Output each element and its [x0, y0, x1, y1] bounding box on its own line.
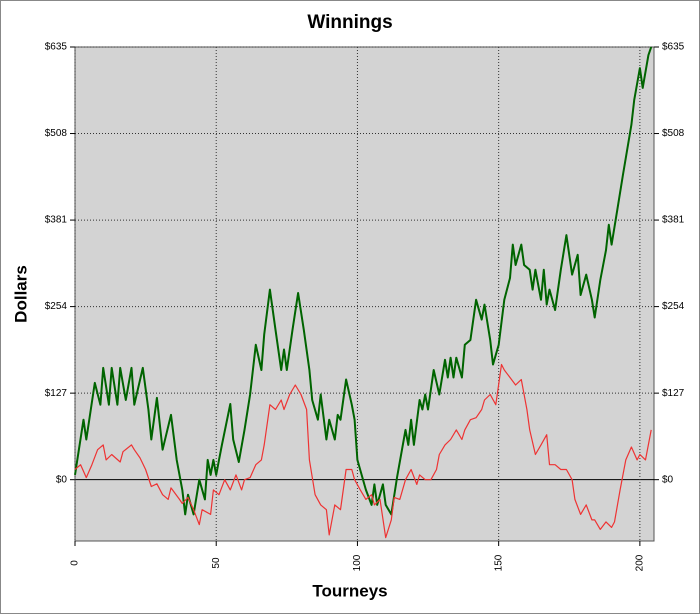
line	[74, 363, 652, 539]
y-tick-label: $127	[45, 388, 68, 399]
y2-tick-label: $0	[662, 474, 674, 485]
line	[74, 46, 653, 516]
plot-area	[74, 46, 655, 542]
x-axis-label: Tourneys	[312, 581, 387, 600]
y2-tick-label: $381	[662, 215, 685, 226]
y-tick-label: $508	[45, 128, 68, 139]
y2-tick-label: $635	[662, 42, 685, 53]
y-tick-label: $0	[56, 474, 68, 485]
y2-tick-label: $254	[662, 301, 685, 312]
x-tick-label: 50	[211, 557, 222, 569]
chart-title: Winnings	[307, 12, 392, 33]
y-tick-label: $254	[45, 301, 68, 312]
x-tick-label: 0	[70, 560, 81, 566]
y2-tick-label: $127	[662, 388, 685, 399]
y-axis-label: Dollars	[11, 265, 30, 323]
x-tick-label: 150	[493, 554, 504, 571]
y2-tick-label: $508	[662, 128, 685, 139]
x-tick-label: 100	[352, 554, 363, 571]
x-tick-label: 200	[635, 554, 646, 571]
y-tick-label: $381	[45, 215, 68, 226]
y-tick-label: $635	[45, 42, 68, 53]
